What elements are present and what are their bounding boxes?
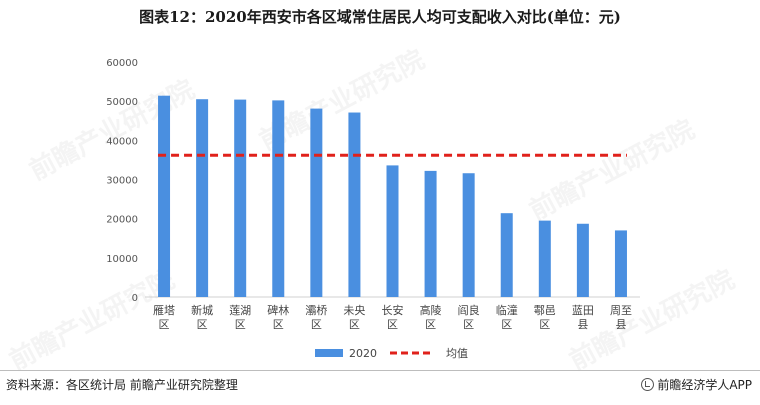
y-tick-label: 40000 (106, 136, 138, 147)
legend: 2020 均值 (315, 347, 468, 360)
bar (386, 165, 399, 297)
y-tick-label: 60000 (106, 58, 138, 69)
x-tick-label: 雁塔区 (153, 304, 175, 331)
bar (234, 99, 247, 297)
x-tick-label: 碑林区 (267, 303, 289, 331)
y-tick-label: 10000 (106, 254, 138, 265)
bar (500, 213, 513, 297)
bar (196, 99, 209, 297)
y-tick-label: 50000 (106, 97, 138, 108)
bar (158, 95, 171, 297)
x-tick-label: 蓝田县 (572, 304, 594, 331)
bar (538, 220, 551, 297)
brand-logo-icon (641, 378, 655, 391)
bar (310, 108, 323, 297)
x-tick-label: 长安区 (382, 303, 404, 331)
x-tick-label: 未央区 (343, 304, 365, 331)
bar (576, 223, 589, 297)
bar (614, 230, 627, 297)
x-tick-label: 临潼区 (496, 303, 518, 331)
footer-divider (0, 370, 760, 371)
x-tick-label: 莲湖区 (229, 304, 251, 331)
x-tick-label: 周至县 (610, 304, 632, 331)
bar-series (158, 95, 627, 298)
y-axis: 0 10000 20000 30000 40000 50000 60000 (106, 58, 640, 304)
legend-label-2020: 2020 (349, 347, 377, 360)
legend-label-avg: 均值 (446, 347, 468, 360)
bar (348, 112, 361, 298)
x-tick-label: 阎良区 (458, 303, 480, 331)
y-tick-label: 0 (132, 293, 138, 304)
y-tick-label: 20000 (106, 215, 138, 226)
bar (424, 170, 437, 297)
bar-chart: 0 10000 20000 30000 40000 50000 60000 雁塔区新城区莲湖… (106, 58, 640, 360)
y-tick-label: 30000 (106, 176, 138, 187)
x-tick-label: 鄠邑区 (534, 304, 556, 331)
brand: 前瞻经济学人APP (641, 376, 752, 393)
bar (272, 100, 285, 297)
legend-swatch-2020 (315, 349, 343, 357)
x-tick-label: 高陵区 (420, 303, 442, 331)
brand-label: 前瞻经济学人APP (657, 378, 752, 392)
x-tick-label: 灞桥区 (305, 304, 327, 331)
source-note: 资料来源：各区统计局 前瞻产业研究院整理 (6, 378, 238, 392)
bar (462, 173, 475, 297)
chart-title: 图表12：2020年西安市各区域常住居民人均可支配收入对比(单位：元) (139, 8, 621, 26)
x-tick-label: 新城区 (191, 303, 213, 331)
